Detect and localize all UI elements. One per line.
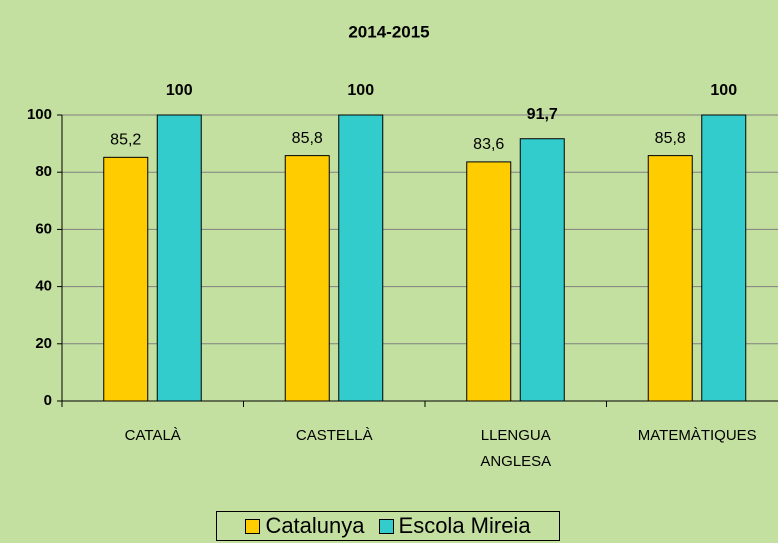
chart-title: 2014-2015 — [348, 22, 429, 41]
value-label: 83,6 — [473, 136, 504, 153]
bar — [647, 155, 693, 402]
y-tick-label: 60 — [35, 220, 52, 237]
value-label: 100 — [710, 82, 737, 99]
value-label: 85,8 — [655, 130, 686, 147]
y-tick-label: 20 — [35, 335, 52, 352]
bar — [338, 114, 384, 402]
bar — [284, 155, 330, 402]
y-tick-label: 40 — [35, 278, 52, 295]
legend-item: Escola Mireia — [378, 513, 531, 539]
x-tick-label: CASTELLÀ — [295, 427, 373, 444]
value-label: 100 — [347, 82, 374, 99]
y-tick-label: 0 — [44, 392, 52, 409]
legend-label: Catalunya — [265, 513, 365, 538]
x-tick-label: CATALÀ — [124, 427, 181, 444]
y-tick-label: 80 — [35, 163, 52, 180]
legend-swatch — [245, 518, 261, 534]
value-label: 85,2 — [110, 132, 141, 149]
bar — [519, 138, 565, 402]
value-label: 100 — [166, 82, 193, 99]
legend-item: Catalunya — [245, 513, 365, 539]
value-label: 91,7 — [527, 106, 558, 123]
y-tick-label: 100 — [27, 106, 52, 123]
bar — [701, 114, 747, 402]
legend: Catalunya Escola Mireia — [216, 511, 560, 541]
legend-label: Escola Mireia — [398, 513, 531, 538]
legend-swatch — [378, 518, 394, 534]
bar — [156, 114, 202, 402]
value-label: 85,8 — [292, 130, 323, 147]
bar — [466, 161, 512, 402]
x-tick-label: MATEMÀTIQUES — [637, 427, 757, 444]
x-tick-label: LLENGUA ANGLESA — [480, 427, 552, 470]
bar — [103, 156, 149, 402]
